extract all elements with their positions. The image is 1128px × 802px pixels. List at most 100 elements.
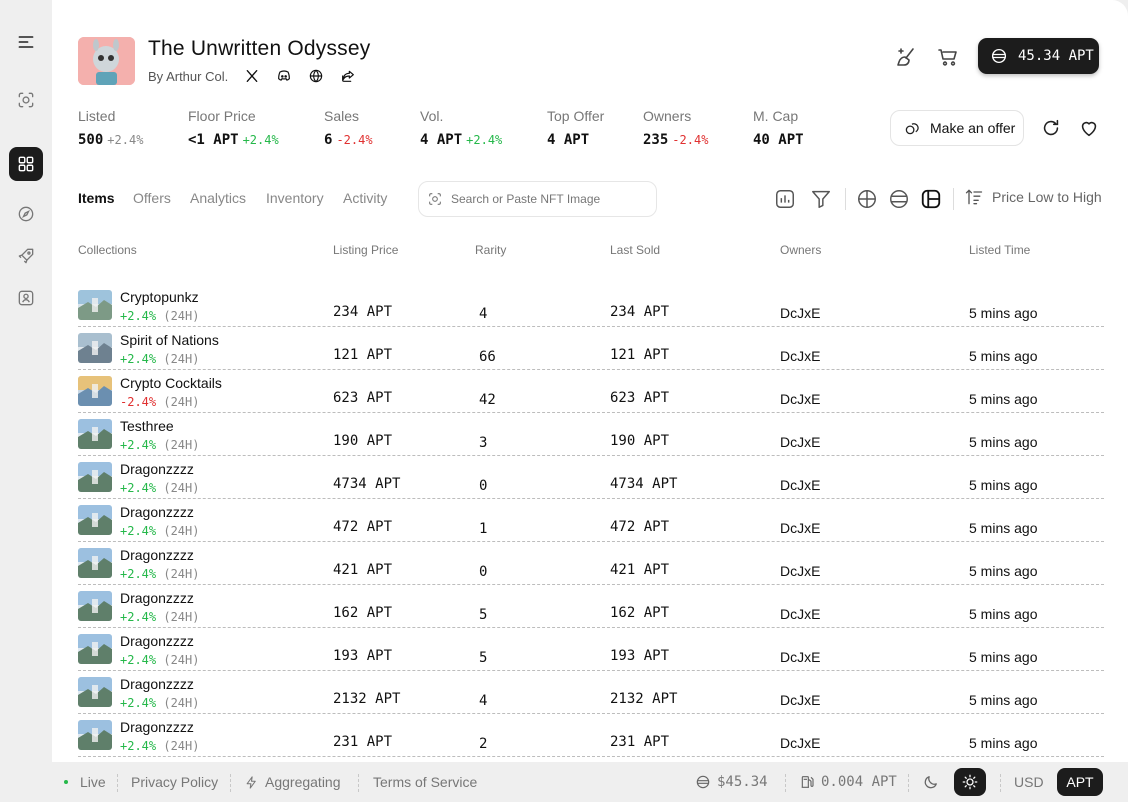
collection-avatar — [78, 37, 135, 85]
table-row[interactable]: Cryptopunkz +2.4% (24H) 234 APT 4 234 APT DcJ… — [78, 284, 1104, 327]
privacy-policy-link[interactable]: Privacy Policy — [131, 774, 219, 790]
table-view-icon[interactable] — [919, 187, 943, 211]
light-mode-button[interactable] — [954, 768, 986, 796]
listing-price: 472 APT — [333, 519, 393, 535]
last-sold: 162 APT — [610, 605, 670, 621]
make-offer-button[interactable]: Make an offer — [890, 110, 1024, 146]
aggregating-status[interactable]: Aggregating — [244, 762, 341, 802]
table-row[interactable]: Dragonzzzz +2.4% (24H) 472 APT 1 472 APT DcJx… — [78, 499, 1104, 542]
wallet-balance-button[interactable]: 45.34 APT — [978, 38, 1099, 74]
footer-divider — [908, 774, 909, 792]
listed-time: 5 mins ago — [969, 649, 1038, 665]
toolbar-divider — [953, 188, 954, 210]
table-row[interactable]: Spirit of Nations +2.4% (24H) 121 APT 66 121… — [78, 327, 1104, 370]
tab-items[interactable]: Items — [78, 190, 115, 206]
search-input[interactable] — [451, 192, 651, 206]
listing-price: 234 APT — [333, 304, 393, 320]
collection-author[interactable]: By Arthur Col. — [148, 69, 229, 84]
collection-change: +2.4% (24H) — [120, 610, 200, 624]
last-sold: 193 APT — [610, 648, 670, 664]
currency-apt-toggle[interactable]: APT — [1057, 768, 1103, 796]
column-header-owners[interactable]: Owners — [780, 243, 822, 257]
menu-icon[interactable] — [9, 25, 43, 59]
rarity: 5 — [479, 607, 488, 623]
chart-bars-icon[interactable] — [773, 187, 797, 211]
tab-activity[interactable]: Activity — [343, 190, 388, 206]
last-sold: 121 APT — [610, 347, 670, 363]
table-row[interactable]: Crypto Cocktails -2.4% (24H) 623 APT 42 623 … — [78, 370, 1104, 413]
owner[interactable]: DcJxE — [780, 348, 821, 364]
owner[interactable]: DcJxE — [780, 692, 821, 708]
collection-change: +2.4% (24H) — [120, 352, 200, 366]
nft-thumbnail — [78, 591, 112, 621]
owner[interactable]: DcJxE — [780, 434, 821, 450]
table-row[interactable]: Dragonzzzz +2.4% (24H) 421 APT 0 421 APT DcJx… — [78, 542, 1104, 585]
terms-link[interactable]: Terms of Service — [373, 774, 478, 790]
rocket-icon[interactable] — [9, 239, 43, 273]
profile-icon[interactable] — [9, 281, 43, 315]
listed-time: 5 mins ago — [969, 563, 1038, 579]
column-header-listed-time[interactable]: Listed Time — [969, 243, 1031, 257]
table-row[interactable]: Dragonzzzz +2.4% (24H) 2132 APT 4 2132 APT Dc… — [78, 671, 1104, 714]
table-row[interactable]: Dragonzzzz +2.4% (24H) 4734 APT 0 4734 APT Dc… — [78, 456, 1104, 499]
owner[interactable]: DcJxE — [780, 735, 821, 751]
favorite-heart-icon[interactable] — [1076, 115, 1102, 141]
collection-change: +2.4% (24H) — [120, 524, 200, 538]
listed-time: 5 mins ago — [969, 520, 1038, 536]
listed-time: 5 mins ago — [969, 348, 1038, 364]
owner[interactable]: DcJxE — [780, 391, 821, 407]
column-header-collections[interactable]: Collections — [78, 243, 137, 257]
aptos-icon — [991, 48, 1007, 64]
table-row[interactable]: Dragonzzzz +2.4% (24H) 231 APT 2 231 APT DcJx… — [78, 714, 1104, 757]
compass-icon[interactable] — [9, 197, 43, 231]
dark-mode-icon[interactable] — [922, 762, 940, 802]
nft-thumbnail — [78, 720, 112, 750]
listing-price: 121 APT — [333, 347, 393, 363]
footer-divider — [230, 774, 231, 792]
listed-time: 5 mins ago — [969, 606, 1038, 622]
column-header-listing-price[interactable]: Listing Price — [333, 243, 399, 257]
owner[interactable]: DcJxE — [780, 520, 821, 536]
x-twitter-icon[interactable] — [243, 67, 261, 85]
share-icon[interactable] — [339, 67, 357, 85]
filter-icon[interactable] — [809, 187, 833, 211]
refresh-icon[interactable] — [1038, 115, 1064, 141]
listing-price: 190 APT — [333, 433, 393, 449]
footer-divider — [117, 774, 118, 792]
table-row[interactable]: Testhree +2.4% (24H) 190 APT 3 190 APT DcJxE 5… — [78, 413, 1104, 456]
list-view-icon[interactable] — [887, 187, 911, 211]
discord-icon[interactable] — [275, 67, 293, 85]
column-header-rarity[interactable]: Rarity — [475, 243, 507, 257]
collection-name: Dragonzzzz — [120, 719, 194, 735]
owner[interactable]: DcJxE — [780, 649, 821, 665]
collection-name: Testhree — [120, 418, 174, 434]
tab-analytics[interactable]: Analytics — [190, 190, 247, 206]
owner[interactable]: DcJxE — [780, 305, 821, 321]
last-sold: 472 APT — [610, 519, 670, 535]
stat-listed: Listed 500 +2.4% — [78, 108, 144, 148]
globe-icon[interactable] — [307, 67, 325, 85]
nft-thumbnail — [78, 419, 112, 449]
owner[interactable]: DcJxE — [780, 563, 821, 579]
grid-view-icon[interactable] — [855, 187, 879, 211]
collection-name: Dragonzzzz — [120, 547, 194, 563]
cart-icon[interactable] — [934, 43, 962, 71]
tab-offers[interactable]: Offers — [133, 190, 171, 206]
nft-thumbnail — [78, 376, 112, 406]
column-header-last-sold[interactable]: Last Sold — [610, 243, 661, 257]
table-row[interactable]: Dragonzzzz +2.4% (24H) 162 APT 5 162 APT DcJx… — [78, 585, 1104, 628]
collection-change: +2.4% (24H) — [120, 567, 200, 581]
dashboard-icon[interactable] — [9, 147, 43, 181]
sweep-brush-icon[interactable] — [892, 43, 920, 71]
tab-inventory[interactable]: Inventory — [266, 190, 324, 206]
sort-dropdown[interactable]: Price Low to High — [964, 187, 1102, 207]
rarity: 66 — [479, 349, 496, 365]
table-row[interactable]: Dragonzzzz +2.4% (24H) 193 APT 5 193 APT DcJx… — [78, 628, 1104, 671]
stat-floor-price: Floor Price <1 APT +2.4% — [188, 108, 279, 148]
owner[interactable]: DcJxE — [780, 606, 821, 622]
scan-icon[interactable] — [9, 83, 43, 117]
footer: Live Privacy Policy Aggregating Terms of… — [52, 762, 1128, 802]
nft-thumbnail — [78, 505, 112, 535]
owner[interactable]: DcJxE — [780, 477, 821, 493]
currency-usd-toggle[interactable]: USD — [1014, 774, 1044, 790]
